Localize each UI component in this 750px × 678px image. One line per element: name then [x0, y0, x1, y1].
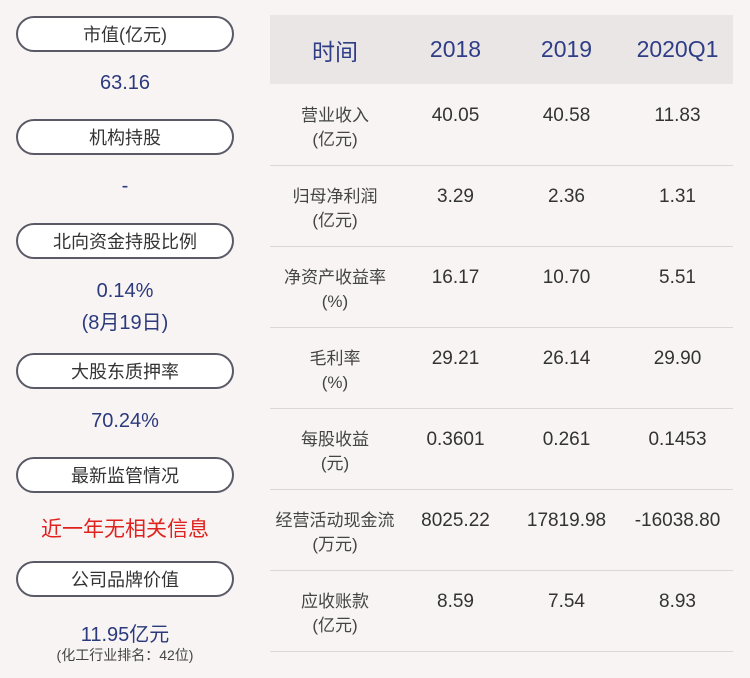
table-cell: 16.17: [431, 267, 480, 288]
table-cell: 10.70: [542, 267, 591, 288]
table-header-cell: 2018: [429, 36, 482, 62]
row-divider: [270, 327, 733, 328]
row-label: (%): [321, 373, 349, 392]
table-cell: 0.1453: [648, 429, 707, 450]
table-cell: 40.58: [542, 105, 591, 126]
table-cell: 3.29: [437, 186, 474, 207]
metric-note: (化工行业排名：42位): [56, 647, 194, 663]
table-cell: 8025.22: [421, 510, 490, 531]
row-label: 毛利率: [309, 349, 361, 368]
row-label: (亿元): [312, 211, 358, 230]
table-cell: 29.21: [431, 348, 480, 369]
table-cell: 40.05: [431, 105, 480, 126]
table-cell: 26.14: [542, 348, 591, 369]
row-divider: [270, 246, 733, 247]
metric-value: 11.95亿元: [80, 624, 170, 646]
table-cell: 8.59: [437, 591, 474, 612]
row-label: (亿元): [312, 130, 358, 149]
row-label: 经营活动现金流: [275, 511, 395, 530]
table-header-cell: 2019: [540, 36, 593, 62]
table-cell: 7.54: [548, 591, 585, 612]
table-cell: 29.90: [653, 348, 702, 369]
row-divider: [270, 165, 733, 166]
metric-value: (8月19日): [81, 312, 169, 334]
table-cell: 0.261: [542, 429, 591, 450]
metric-label: 市值(亿元): [16, 16, 234, 52]
metric-label: 机构持股: [16, 119, 234, 155]
row-label: (亿元): [312, 616, 358, 635]
table-header-bg: [270, 15, 733, 84]
metric-label: 公司品牌价值: [16, 561, 234, 597]
table-cell: 17819.98: [526, 510, 607, 531]
row-divider: [270, 570, 733, 571]
table-header-cell: 2020Q1: [636, 36, 719, 62]
table-cell: -16038.80: [634, 510, 721, 531]
table-cell: 2.36: [548, 186, 585, 207]
row-label: (元): [320, 454, 350, 473]
metric-value: 近一年无相关信息: [41, 518, 209, 541]
row-label: (%): [321, 292, 349, 311]
metric-value: 0.14%: [96, 280, 154, 302]
table-cell: 1.31: [659, 186, 696, 207]
table-cell: 11.83: [654, 105, 701, 126]
table-cell: 0.3601: [426, 429, 485, 450]
table-header-cell: 时间: [312, 38, 358, 65]
metric-label: 大股东质押率: [16, 353, 234, 389]
row-label: 净资产收益率: [284, 268, 386, 287]
row-label: (万元): [312, 535, 358, 554]
metric-label: 最新监管情况: [16, 457, 234, 493]
row-label: 归母净利润: [292, 187, 378, 206]
metric-value: 70.24%: [91, 410, 159, 432]
row-divider: [270, 489, 733, 490]
row-label: 营业收入: [301, 106, 369, 125]
row-divider: [270, 408, 733, 409]
row-label: 应收账款: [301, 592, 369, 611]
table-cell: 8.93: [659, 591, 696, 612]
metric-value: 63.16: [99, 72, 151, 94]
table-cell: 5.51: [659, 267, 696, 288]
metric-label: 北向资金持股比例: [16, 223, 234, 259]
row-divider: [270, 651, 733, 652]
row-label: 每股收益: [301, 430, 369, 449]
metric-value: -: [121, 175, 129, 197]
